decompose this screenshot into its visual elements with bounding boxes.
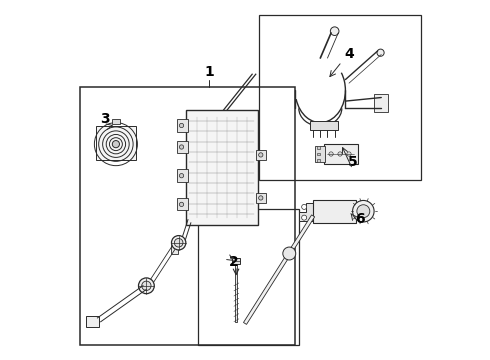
- Circle shape: [302, 215, 307, 220]
- Circle shape: [259, 196, 263, 200]
- Circle shape: [329, 152, 333, 156]
- Bar: [198, 209, 299, 345]
- Bar: [86, 316, 99, 327]
- Bar: [256, 193, 266, 203]
- Bar: [177, 140, 188, 153]
- Bar: [96, 319, 98, 325]
- Bar: [172, 244, 178, 253]
- Bar: [256, 149, 266, 160]
- Bar: [310, 121, 338, 130]
- Bar: [96, 126, 136, 160]
- Circle shape: [179, 123, 184, 128]
- Circle shape: [179, 202, 184, 207]
- Circle shape: [112, 140, 120, 148]
- Bar: [232, 258, 240, 264]
- Circle shape: [338, 152, 342, 156]
- Circle shape: [179, 145, 184, 149]
- Circle shape: [353, 201, 374, 222]
- Circle shape: [139, 278, 154, 294]
- Bar: [186, 110, 258, 225]
- Circle shape: [172, 235, 186, 250]
- Polygon shape: [299, 203, 320, 221]
- Text: 1: 1: [204, 66, 214, 80]
- Polygon shape: [244, 215, 315, 324]
- Text: 4: 4: [344, 48, 354, 62]
- Bar: [317, 159, 320, 162]
- Bar: [317, 153, 320, 156]
- Bar: [92, 319, 93, 325]
- Circle shape: [357, 205, 370, 218]
- Bar: [177, 169, 188, 182]
- Bar: [87, 319, 89, 325]
- Text: 2: 2: [229, 256, 239, 270]
- Bar: [94, 319, 96, 325]
- Text: 6: 6: [355, 212, 365, 226]
- Bar: [112, 119, 120, 125]
- Bar: [374, 94, 389, 112]
- Polygon shape: [235, 262, 237, 321]
- Bar: [315, 146, 325, 162]
- Text: 5: 5: [348, 155, 358, 169]
- Circle shape: [179, 174, 184, 178]
- Circle shape: [259, 153, 263, 157]
- Bar: [324, 144, 358, 164]
- Bar: [259, 15, 421, 180]
- Bar: [80, 87, 295, 345]
- Circle shape: [330, 27, 339, 36]
- Bar: [317, 146, 320, 149]
- Circle shape: [347, 152, 351, 156]
- Bar: [313, 200, 356, 223]
- Text: 3: 3: [100, 112, 110, 126]
- Circle shape: [283, 247, 296, 260]
- Bar: [89, 319, 91, 325]
- Bar: [177, 119, 188, 132]
- Circle shape: [377, 49, 384, 56]
- Circle shape: [302, 204, 307, 210]
- Bar: [177, 198, 188, 211]
- Circle shape: [174, 238, 183, 247]
- Circle shape: [142, 281, 151, 291]
